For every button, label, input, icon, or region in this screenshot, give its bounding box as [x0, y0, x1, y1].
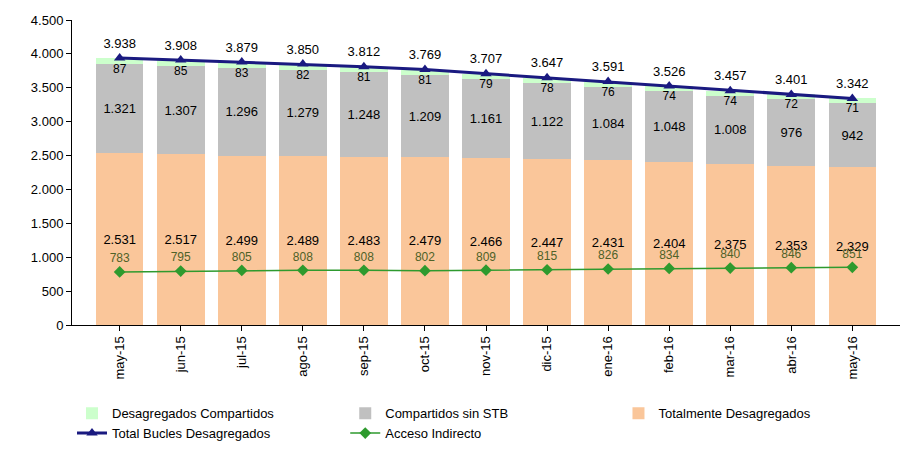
svg-text:3.769: 3.769 — [409, 47, 442, 62]
svg-text:1.008: 1.008 — [714, 122, 747, 137]
svg-text:may-15: may-15 — [112, 336, 127, 379]
svg-text:805: 805 — [232, 250, 252, 264]
svg-text:feb-16: feb-16 — [661, 336, 676, 373]
svg-text:Compartidos sin STB: Compartidos sin STB — [385, 406, 508, 421]
svg-text:942: 942 — [841, 128, 863, 143]
svg-text:79: 79 — [479, 77, 493, 91]
svg-text:87: 87 — [113, 62, 127, 76]
svg-text:783: 783 — [110, 251, 130, 265]
svg-text:1.248: 1.248 — [348, 107, 381, 122]
svg-text:81: 81 — [418, 73, 432, 87]
svg-text:Desagregados Compartidos: Desagregados Compartidos — [112, 406, 274, 421]
svg-text:sep-15: sep-15 — [356, 336, 371, 376]
svg-text:840: 840 — [720, 247, 740, 261]
svg-text:78: 78 — [540, 81, 554, 95]
svg-text:4.000: 4.000 — [31, 46, 64, 61]
svg-text:3.850: 3.850 — [287, 42, 320, 57]
svg-text:83: 83 — [235, 66, 249, 80]
svg-text:808: 808 — [354, 250, 374, 264]
svg-text:may-16: may-16 — [845, 336, 860, 379]
svg-text:0: 0 — [56, 318, 63, 333]
svg-text:dic-15: dic-15 — [539, 336, 554, 371]
svg-text:2.431: 2.431 — [592, 235, 625, 250]
svg-text:1.048: 1.048 — [653, 119, 686, 134]
svg-text:3.526: 3.526 — [653, 64, 686, 79]
svg-text:3.342: 3.342 — [836, 76, 869, 91]
svg-text:Total Bucles Desagregados: Total Bucles Desagregados — [112, 426, 271, 441]
svg-text:jul-15: jul-15 — [234, 336, 249, 369]
svg-text:oct-15: oct-15 — [417, 336, 432, 372]
svg-text:2.489: 2.489 — [287, 233, 320, 248]
svg-text:2.353: 2.353 — [775, 238, 808, 253]
svg-text:3.938: 3.938 — [103, 36, 136, 51]
svg-text:2.479: 2.479 — [409, 233, 442, 248]
svg-text:3.457: 3.457 — [714, 68, 747, 83]
svg-text:3.812: 3.812 — [348, 44, 381, 59]
svg-text:1.122: 1.122 — [531, 114, 564, 129]
svg-text:81: 81 — [357, 70, 371, 84]
svg-text:2.466: 2.466 — [470, 234, 503, 249]
svg-text:1.161: 1.161 — [470, 111, 503, 126]
svg-text:802: 802 — [415, 250, 435, 264]
svg-text:3.707: 3.707 — [470, 51, 503, 66]
svg-text:jun-15: jun-15 — [173, 336, 188, 373]
svg-text:Totalmente Desagregados: Totalmente Desagregados — [658, 406, 810, 421]
svg-text:826: 826 — [598, 248, 618, 262]
svg-text:795: 795 — [171, 250, 191, 264]
svg-text:3.879: 3.879 — [225, 40, 258, 55]
svg-text:2.329: 2.329 — [836, 239, 869, 254]
svg-text:ago-15: ago-15 — [295, 336, 310, 376]
svg-text:3.908: 3.908 — [164, 38, 197, 53]
svg-text:85: 85 — [174, 64, 188, 78]
svg-text:82: 82 — [296, 68, 310, 82]
svg-text:3.401: 3.401 — [775, 72, 808, 87]
svg-text:500: 500 — [42, 284, 64, 299]
svg-text:71: 71 — [846, 101, 860, 115]
svg-text:1.279: 1.279 — [287, 105, 320, 120]
svg-text:72: 72 — [785, 97, 799, 111]
svg-text:3.647: 3.647 — [531, 55, 564, 70]
svg-text:mar-16: mar-16 — [722, 336, 737, 377]
svg-text:1.000: 1.000 — [31, 250, 64, 265]
svg-text:2.404: 2.404 — [653, 236, 686, 251]
svg-text:nov-15: nov-15 — [478, 336, 493, 376]
svg-text:2.517: 2.517 — [164, 232, 197, 247]
svg-text:74: 74 — [663, 89, 677, 103]
svg-text:3.000: 3.000 — [31, 114, 64, 129]
svg-text:815: 815 — [537, 249, 557, 263]
svg-text:976: 976 — [780, 125, 802, 140]
svg-text:Acceso Indirecto: Acceso Indirecto — [385, 426, 481, 441]
svg-text:809: 809 — [476, 250, 496, 264]
svg-text:74: 74 — [724, 94, 738, 108]
svg-text:808: 808 — [293, 250, 313, 264]
svg-text:2.000: 2.000 — [31, 182, 64, 197]
svg-text:abr-16: abr-16 — [784, 336, 799, 374]
svg-text:1.500: 1.500 — [31, 216, 64, 231]
svg-text:3.500: 3.500 — [31, 80, 64, 95]
svg-text:2.483: 2.483 — [348, 233, 381, 248]
svg-text:834: 834 — [659, 248, 679, 262]
svg-text:1.296: 1.296 — [225, 104, 258, 119]
svg-text:2.500: 2.500 — [31, 148, 64, 163]
svg-text:4.500: 4.500 — [31, 13, 64, 28]
svg-text:1.307: 1.307 — [164, 103, 197, 118]
svg-text:ene-16: ene-16 — [600, 336, 615, 376]
svg-text:3.591: 3.591 — [592, 59, 625, 74]
svg-text:1.321: 1.321 — [103, 101, 136, 116]
svg-text:2.531: 2.531 — [103, 232, 136, 247]
svg-text:1.084: 1.084 — [592, 116, 625, 131]
svg-text:2.447: 2.447 — [531, 235, 564, 250]
svg-text:2.499: 2.499 — [225, 233, 258, 248]
svg-text:2.375: 2.375 — [714, 237, 747, 252]
svg-text:851: 851 — [842, 247, 862, 261]
svg-text:1.209: 1.209 — [409, 109, 442, 124]
svg-text:846: 846 — [781, 247, 801, 261]
svg-text:76: 76 — [601, 85, 615, 99]
